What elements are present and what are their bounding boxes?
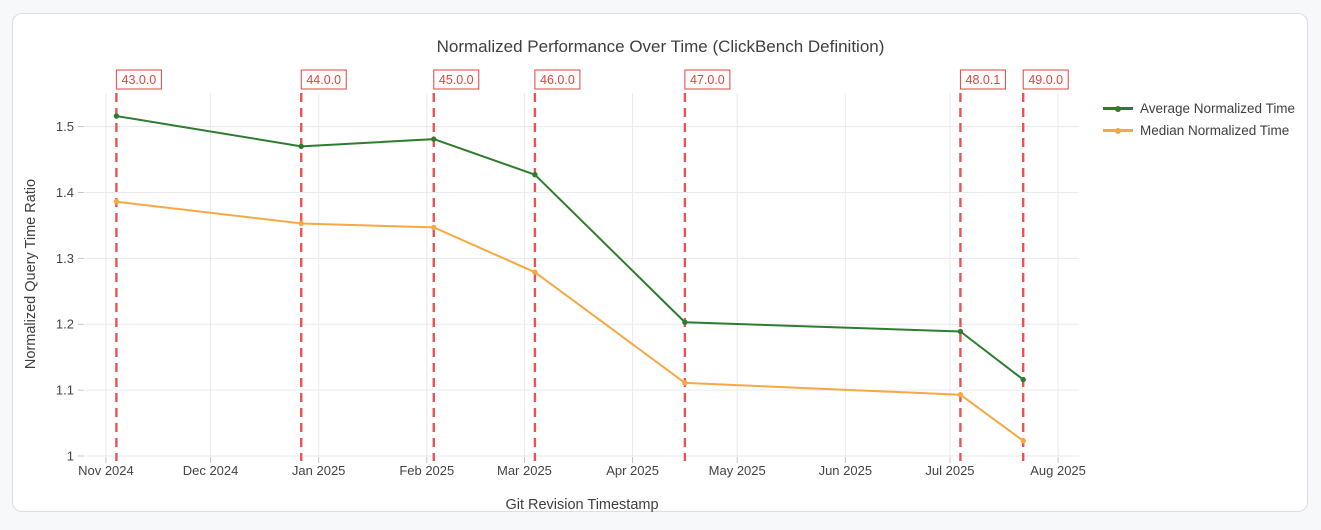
version-label-box	[1022, 69, 1069, 90]
x-tick-label: Aug 2025	[1030, 463, 1086, 478]
series-point	[113, 199, 120, 205]
legend-line-marker-icon	[1103, 103, 1133, 113]
chart-title: Normalized Performance Over Time (ClickB…	[436, 37, 885, 56]
y-tick-label: 1.5	[56, 119, 74, 134]
legend-item-median[interactable]: Median Normalized Time	[1103, 119, 1295, 141]
version-label-box	[959, 69, 1006, 90]
version-label: 49.0.0	[1028, 73, 1063, 87]
x-tick-label: Jan 2025	[292, 463, 346, 478]
version-label: 45.0.0	[439, 73, 474, 87]
x-tick-label: Jul 2025	[925, 463, 974, 478]
x-tick-label: Mar 2025	[497, 463, 552, 478]
series-point	[682, 319, 688, 325]
series-point	[1020, 438, 1026, 444]
version-label: 43.0.0	[122, 73, 157, 87]
x-tick-label: Dec 2024	[183, 463, 239, 478]
series-line-0	[115, 115, 1025, 381]
series-point	[298, 220, 304, 227]
x-tick-label: Apr 2025	[606, 463, 659, 478]
version-label-box	[115, 69, 162, 90]
x-tick-label: Feb 2025	[399, 463, 454, 478]
version-label: 46.0.0	[540, 73, 575, 87]
version-label: 47.0.0	[690, 73, 725, 87]
legend-item-average[interactable]: Average Normalized Time	[1103, 97, 1295, 119]
version-label-box	[534, 69, 581, 90]
x-tick-label: May 2025	[709, 463, 766, 478]
series-point	[532, 171, 538, 178]
version-label: 44.0.0	[306, 73, 341, 87]
version-label-box	[684, 69, 731, 90]
legend-line-marker-icon	[1103, 125, 1133, 135]
legend: Average Normalized Time Median Normalize…	[1103, 97, 1295, 141]
series-point	[682, 380, 688, 386]
series-point	[1020, 376, 1026, 383]
x-tick-label: Nov 2024	[78, 463, 134, 478]
series-line-1	[115, 200, 1025, 442]
series-point	[957, 392, 964, 398]
x-axis-title: Git Revision Timestamp	[505, 497, 659, 513]
chart-card	[12, 13, 1308, 512]
legend-label-average: Average Normalized Time	[1140, 100, 1296, 116]
version-label-box	[300, 69, 347, 90]
version-label: 48.0.1	[966, 73, 1001, 87]
version-label-box	[433, 69, 480, 90]
series-point	[431, 224, 437, 231]
y-tick-label: 1	[67, 449, 74, 464]
y-tick-label: 1.1	[56, 383, 74, 398]
y-tick-label: 1.3	[56, 251, 74, 266]
series-point	[532, 269, 538, 275]
y-tick-label: 1.2	[56, 317, 74, 332]
y-tick-label: 1.4	[56, 185, 74, 200]
series-point	[113, 113, 120, 119]
x-tick-label: Jun 2025	[819, 463, 873, 478]
series-point	[957, 328, 964, 335]
y-axis-title: Normalized Query Time Ratio	[23, 178, 39, 370]
series-point	[431, 136, 437, 142]
series-point	[298, 143, 304, 150]
legend-label-median: Median Normalized Time	[1140, 122, 1290, 138]
